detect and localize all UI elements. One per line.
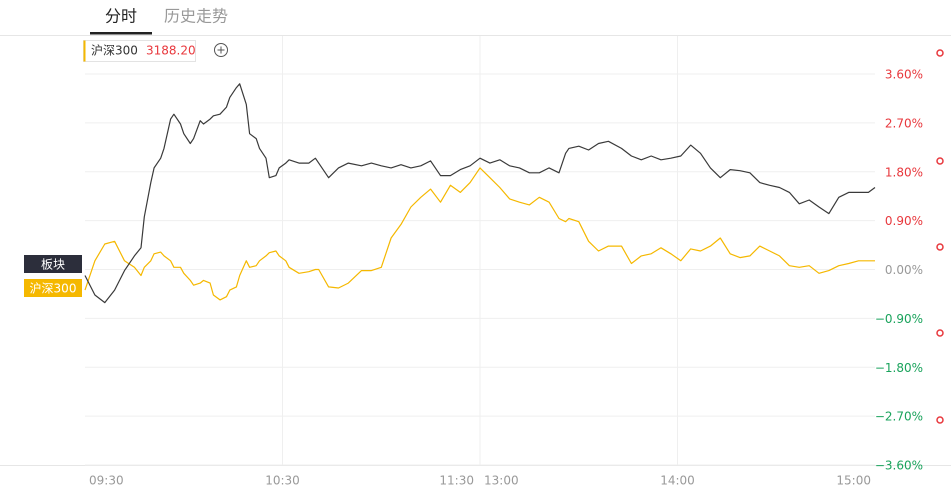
- legend-label: 板块: [41, 258, 65, 272]
- y-tick-label: 2.70%: [885, 116, 923, 130]
- side-markers: [936, 49, 944, 424]
- tab-underline: [90, 32, 152, 35]
- y-tick-label: −2.70%: [875, 410, 923, 424]
- y-tick-label: −0.90%: [875, 312, 923, 326]
- legend-tag: [24, 279, 82, 297]
- legend-value: 3188.20: [146, 44, 196, 58]
- tab[interactable]: 历史走势: [164, 7, 228, 26]
- y-tick-label: 0.90%: [885, 214, 923, 228]
- add-icon: [217, 46, 225, 54]
- y-tick-label: −3.60%: [875, 459, 923, 473]
- y-tick-label: −1.80%: [875, 361, 923, 375]
- legend-tag: [24, 255, 82, 273]
- y-tick-label: 0.00%: [885, 263, 923, 277]
- x-tick-label: 14:00: [660, 474, 695, 488]
- legend-label: 沪深300: [30, 282, 77, 296]
- series-line: [84, 167, 875, 301]
- tab-active[interactable]: 分时: [105, 7, 137, 26]
- add-button[interactable]: [214, 43, 228, 57]
- x-tick-label: 13:00: [484, 474, 519, 488]
- series-line: [84, 83, 876, 304]
- x-tick-label: 15:00: [836, 474, 871, 488]
- legend-name: 沪深300: [91, 44, 138, 58]
- x-tick-label: 11:30: [439, 474, 474, 488]
- y-tick-label: 1.80%: [885, 165, 923, 179]
- legend-swatch: [83, 40, 86, 62]
- x-tick-label: 09:30: [89, 474, 124, 488]
- y-tick-label: 3.60%: [885, 68, 923, 82]
- x-tick-label: 10:30: [265, 474, 300, 488]
